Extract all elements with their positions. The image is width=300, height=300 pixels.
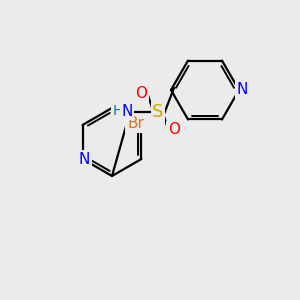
Text: Br: Br [127,116,144,131]
Text: H: H [113,104,123,118]
Text: O: O [135,86,147,101]
Text: N: N [121,103,133,118]
Text: S: S [152,103,164,121]
Text: N: N [79,152,90,166]
Text: N: N [236,82,248,98]
Text: O: O [168,122,180,137]
